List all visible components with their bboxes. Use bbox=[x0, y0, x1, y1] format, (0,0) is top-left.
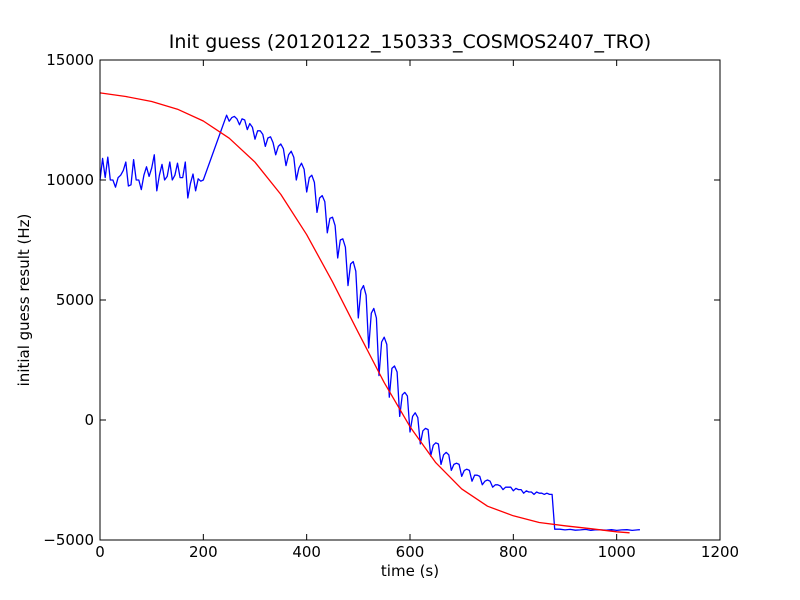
y-tick-label: 0 bbox=[84, 411, 94, 429]
x-tick-label: 800 bbox=[499, 543, 528, 561]
y-axis-label: initial guess result (Hz) bbox=[15, 214, 33, 387]
x-tick-label: 1000 bbox=[598, 543, 636, 561]
x-tick-label: 1200 bbox=[701, 543, 739, 561]
ticks-group: 0 200 400 600 800 1000 1200−500005000100001500… bbox=[43, 51, 739, 561]
plot-frame bbox=[99, 59, 721, 541]
x-tick-label: 200 bbox=[189, 543, 218, 561]
x-tick-label: 0 bbox=[95, 543, 105, 561]
x-tick-label: 600 bbox=[396, 543, 425, 561]
y-tick-label: 10000 bbox=[46, 171, 94, 189]
chart-title: Init guess (20120122_150333_COSMOS2407_T… bbox=[169, 31, 651, 53]
x-tick-label: 400 bbox=[292, 543, 321, 561]
series-line-1 bbox=[99, 92, 630, 534]
y-tick-label: −5000 bbox=[43, 531, 94, 549]
series-line-0 bbox=[99, 114, 640, 532]
plot-background bbox=[100, 60, 720, 540]
y-tick-label: 5000 bbox=[56, 291, 94, 309]
y-tick-label: 15000 bbox=[46, 51, 94, 69]
series-layer bbox=[99, 92, 640, 534]
x-axis-label: time (s) bbox=[381, 562, 439, 580]
